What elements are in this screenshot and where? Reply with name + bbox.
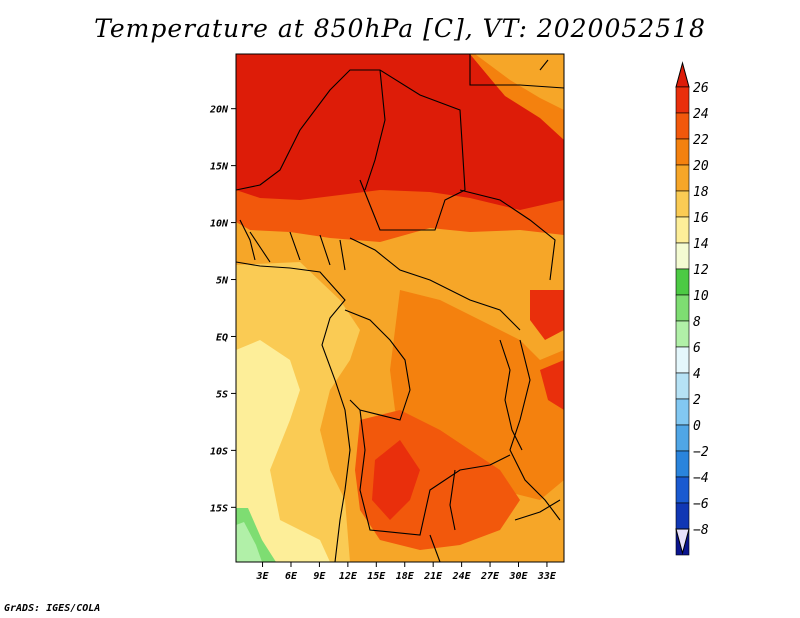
colorbar-top-arrow <box>675 61 690 88</box>
colorbar-segment <box>675 138 690 166</box>
x-tick-label: 15E <box>367 571 386 582</box>
colorbar-label: 10 <box>693 289 709 304</box>
colorbar-segment <box>675 216 690 244</box>
x-tick-label: 21E <box>423 571 443 582</box>
colorbar-segment <box>675 112 690 140</box>
x-tick-label: 18E <box>396 571 415 582</box>
colorbar-label: 4 <box>693 367 701 382</box>
colorbar-segment <box>675 268 690 296</box>
colorbar-segment <box>675 86 690 114</box>
contour-24-26-north <box>236 54 564 210</box>
colorbar-label: 12 <box>693 263 709 278</box>
x-tick-label: 9E <box>313 571 326 582</box>
y-tick-label: 5N <box>216 276 229 287</box>
colorbar-label: −6 <box>693 497 709 512</box>
colorbar-label: 22 <box>693 133 709 148</box>
colorbar-label: 24 <box>693 107 709 122</box>
y-tick-label: 10N <box>210 219 229 230</box>
colorbar-segment <box>675 450 690 478</box>
y-axis: 20N 15N 10N 5N EQ 5S 10S 15S <box>209 105 236 514</box>
colorbar-segment <box>675 502 690 530</box>
colorbar-segment <box>675 164 690 192</box>
colorbar-segment <box>675 476 690 504</box>
contour-24-26-lakes <box>530 290 564 340</box>
x-tick-label: 33E <box>537 571 557 582</box>
y-tick-label: 5S <box>216 389 228 400</box>
contour-16-18 <box>236 340 330 562</box>
y-tick-label: 15N <box>210 162 229 173</box>
x-tick-label: 3E <box>256 571 270 582</box>
colorbar-label: 2 <box>693 393 701 408</box>
colorbar-segment <box>675 294 690 322</box>
y-tick-label: EQ <box>216 332 228 343</box>
y-tick-label: 10S <box>210 446 228 457</box>
map-frame <box>235 53 565 563</box>
colorbar-bottom-arrow <box>675 528 690 555</box>
colorbar-segment <box>675 424 690 452</box>
colorbar-segment <box>675 242 690 270</box>
colorbar-label: 8 <box>693 315 701 330</box>
colorbar-label: −4 <box>693 471 709 486</box>
x-tick-label: 6E <box>285 571 298 582</box>
contour-24-26-south <box>372 440 420 520</box>
colorbar-label: 14 <box>693 237 709 252</box>
colorbar-label: 0 <box>693 419 701 434</box>
y-tick-label: 15S <box>210 503 228 514</box>
colorbar-label: −2 <box>693 445 709 460</box>
colorbar-segment <box>675 346 690 374</box>
colorbar-label: 6 <box>693 341 701 356</box>
x-tick-label: 24E <box>452 571 472 582</box>
x-tick-label: 12E <box>339 571 358 582</box>
colorbar-label: 26 <box>693 81 709 96</box>
credit-text: GrADS: IGES/COLA <box>4 603 101 614</box>
chart-title: Temperature at 850hPa [C], VT: 202005251… <box>94 14 706 43</box>
x-tick-label: 30E <box>508 571 528 582</box>
colorbar-label: −8 <box>693 523 709 538</box>
contour-14-16 <box>236 522 262 562</box>
x-tick-label: 27E <box>480 571 500 582</box>
colorbar-label: 16 <box>693 211 709 226</box>
contour-24-26-lakes2 <box>540 360 564 410</box>
colorbar-label: 20 <box>693 159 709 174</box>
temperature-map <box>236 54 564 562</box>
colorbar-segment <box>675 398 690 426</box>
colorbar-segment <box>675 190 690 218</box>
colorbar-label: 18 <box>693 185 709 200</box>
x-axis: 3E 6E 9E 12E 15E 18E 21E 24E 27E 30E 33E <box>256 562 557 582</box>
y-tick-label: 20N <box>209 105 229 116</box>
coastlines-borders <box>236 54 564 562</box>
colorbar-segment <box>675 320 690 348</box>
colorbar-segment <box>675 372 690 400</box>
